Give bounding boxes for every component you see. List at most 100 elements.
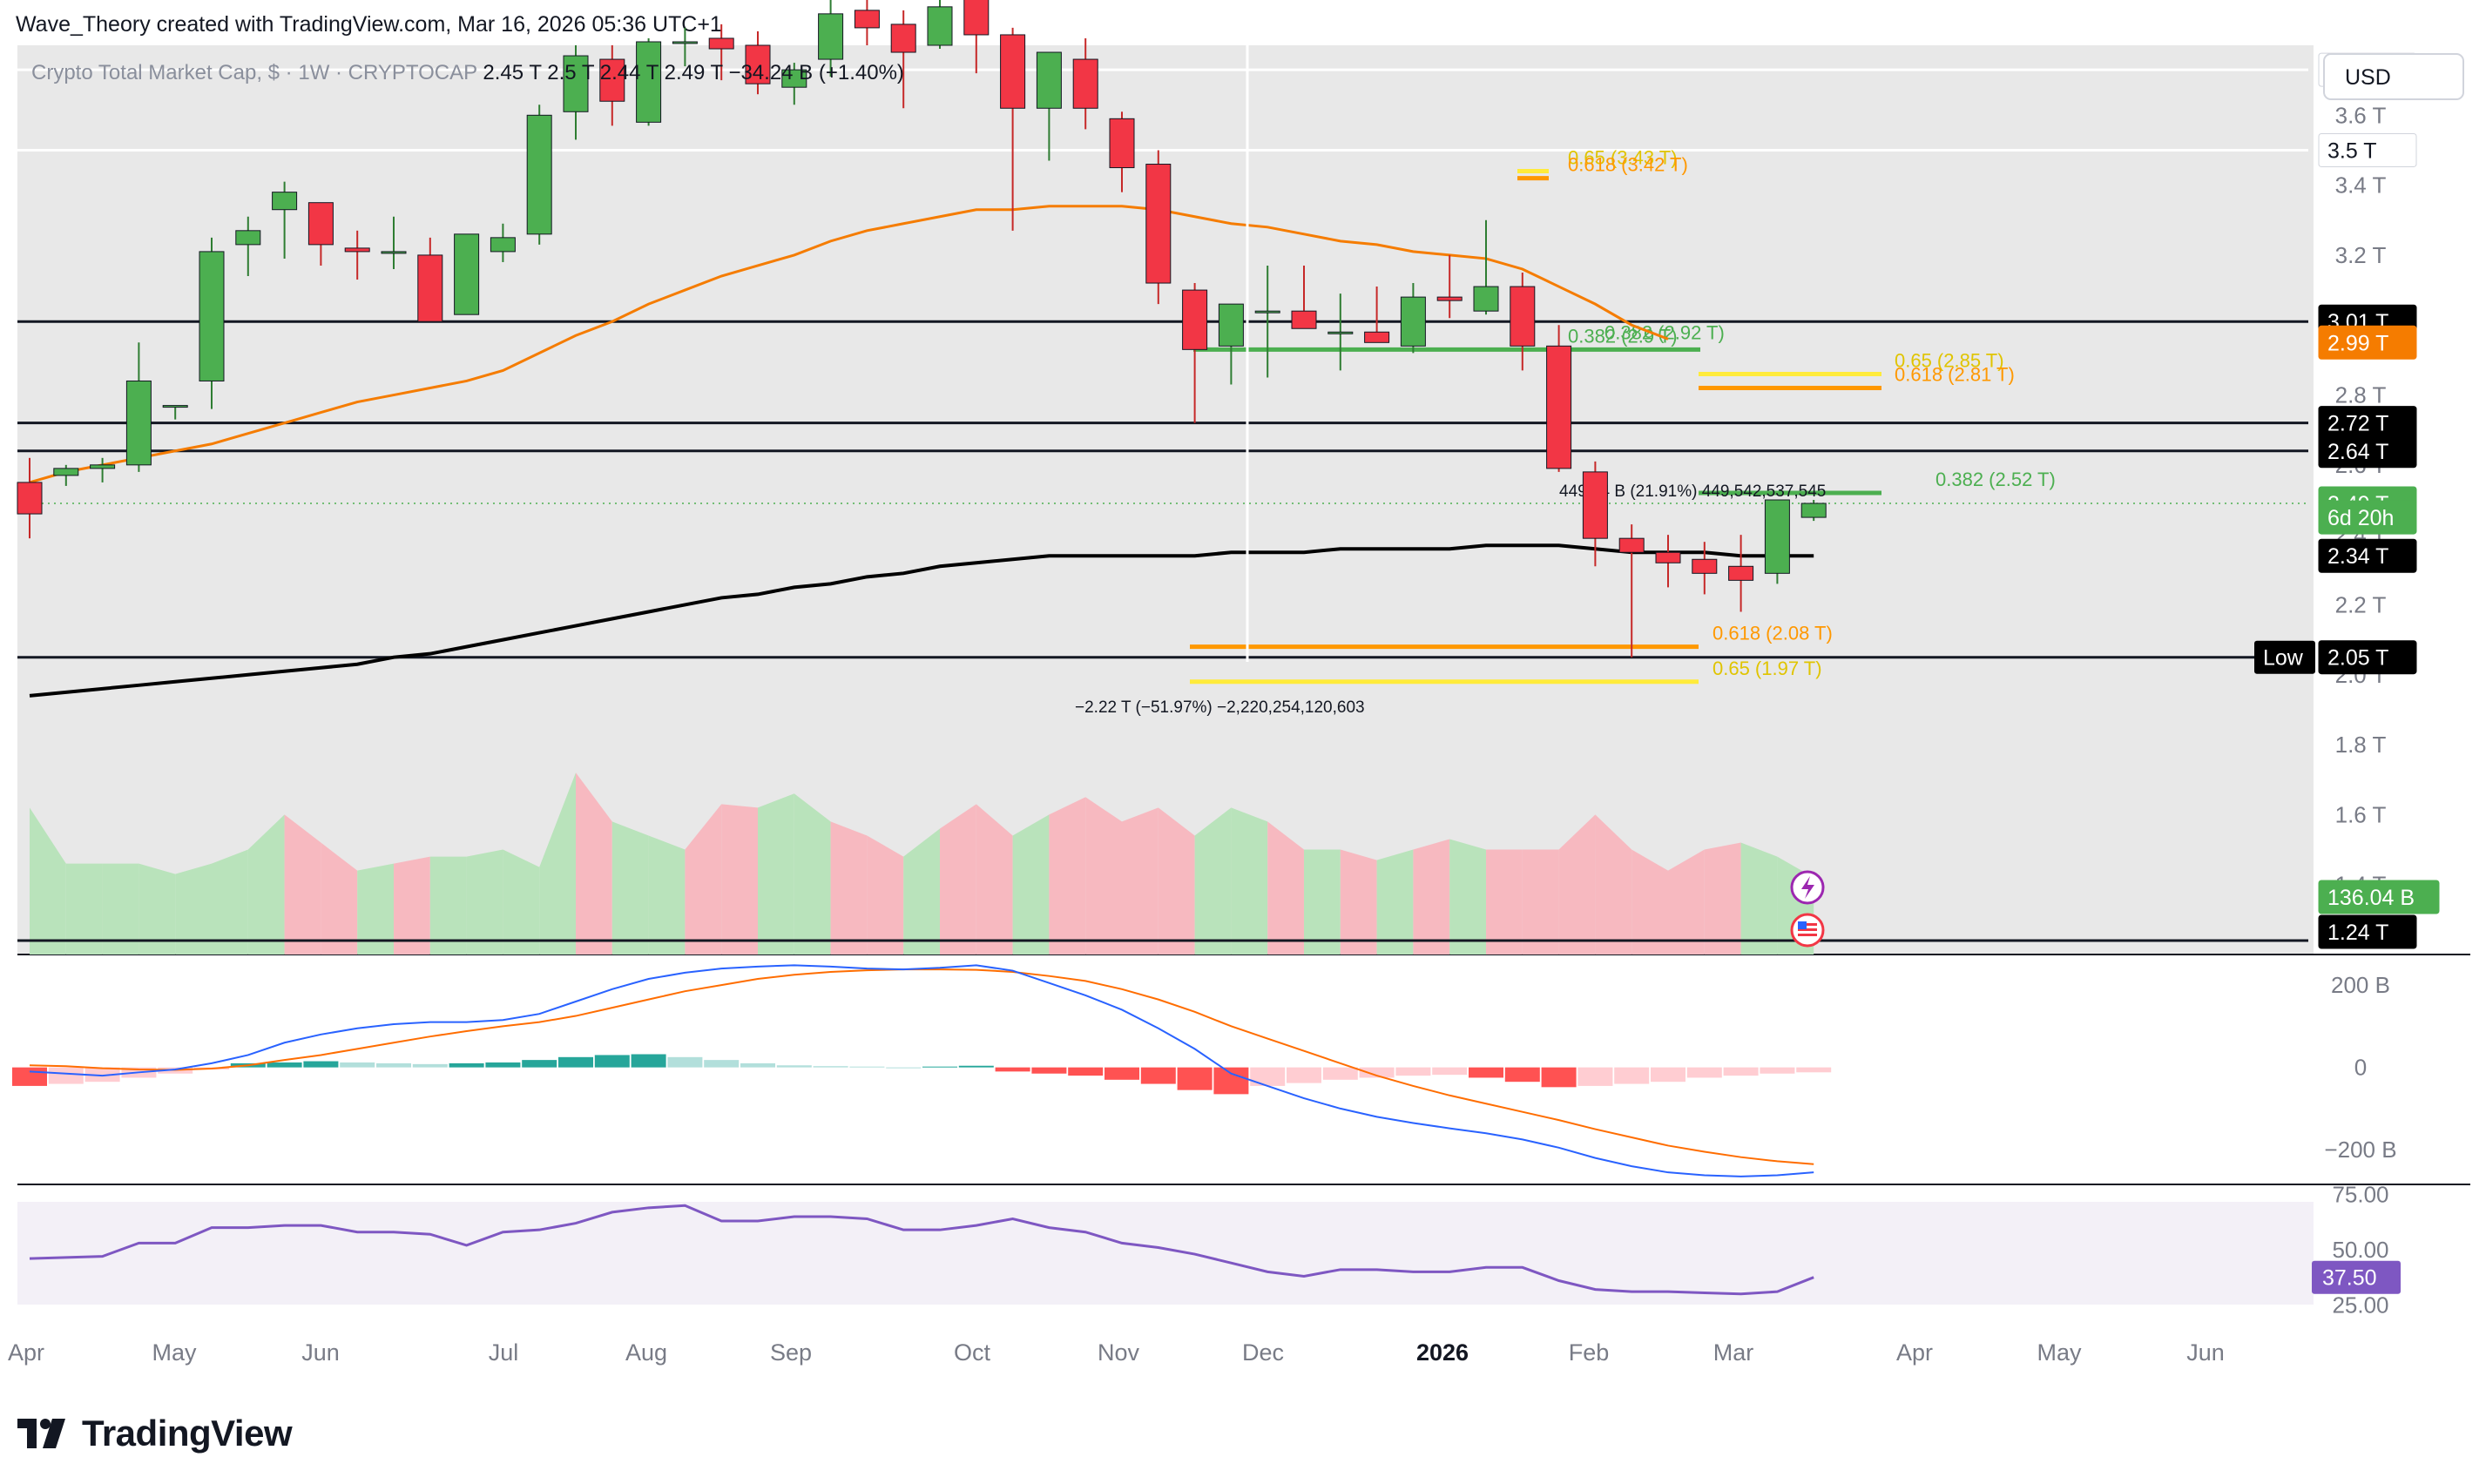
currency-label: USD [2345, 65, 2391, 90]
candle-body [1800, 503, 1827, 518]
macd-histogram-bar [849, 1066, 885, 1068]
price-axis-badge-text: 2.72 T [2327, 412, 2388, 436]
macd-histogram-bar [485, 1062, 521, 1068]
candle-body [490, 237, 516, 253]
ohlc-legend[interactable]: Crypto Total Market Cap, $ · 1W · CRYPTO… [31, 61, 904, 85]
price-tick-label: 2.8 T [2335, 382, 2387, 408]
macd-histogram-bar [631, 1054, 666, 1068]
candle-body [745, 44, 771, 84]
sma-line [29, 543, 1814, 698]
candle-body [1618, 537, 1645, 553]
candle-body [1145, 164, 1172, 284]
rsi-tick-label: 50.00 [2332, 1237, 2388, 1263]
macd-histogram-bar [84, 1067, 120, 1083]
macd-histogram-bar [1068, 1067, 1104, 1076]
rsi-tick-label: 75.00 [2332, 1182, 2388, 1208]
macd-histogram-bar [340, 1062, 375, 1068]
rsi-line [29, 1204, 1814, 1296]
macd-histogram-bar [1105, 1067, 1139, 1080]
us-flag-icon[interactable] [1790, 913, 1825, 948]
candle-body [1254, 310, 1280, 314]
price-tick-label: 1.6 T [2335, 801, 2387, 827]
currency-button[interactable]: USD [2323, 53, 2464, 100]
macd-histogram-bar [1469, 1067, 1503, 1078]
price-axis-badge [2318, 640, 2417, 675]
macd-histogram-bar [1287, 1067, 1321, 1083]
candle-body [1072, 58, 1098, 109]
candle-body [1473, 286, 1499, 312]
candle-body [1692, 558, 1718, 574]
price-axis-badge [2318, 132, 2417, 167]
volume-segment [1231, 807, 1268, 954]
ohlc-low: 2.44 T [599, 61, 659, 84]
candle-body [272, 192, 298, 211]
macd-histogram-bar [740, 1062, 775, 1068]
volume-segment [503, 849, 540, 954]
candle-body [1510, 286, 1536, 347]
fib-level-label: 0.65 (3.43 T) [1568, 147, 1678, 169]
candle-body [854, 10, 880, 29]
volume-segment [648, 835, 686, 954]
price-axis-badge [2318, 880, 2440, 914]
candle-body [1364, 331, 1390, 343]
candle-body [890, 24, 916, 53]
measure-up-label: 449.54 B (21.91%) 449,542,537,545 [1559, 482, 1826, 501]
lightning-icon[interactable] [1790, 870, 1825, 905]
macd-histogram-bar [922, 1066, 957, 1068]
time-axis-label: Mar [1713, 1339, 1754, 1366]
volume-segment [247, 814, 285, 954]
volume-segment [1267, 821, 1304, 954]
candle-body [162, 405, 188, 408]
macd-histogram-bar [1432, 1067, 1468, 1076]
macd-histogram-bar [412, 1063, 448, 1068]
macd-histogram-bar [522, 1060, 557, 1068]
candle-body [1218, 303, 1244, 347]
moving-averages-layer [29, 205, 1814, 698]
volume-segment [1558, 814, 1596, 954]
tradingview-brand: TradingView [82, 1413, 293, 1454]
price-tick-label: 2.2 T [2335, 591, 2387, 617]
macd-histogram-bar [1760, 1067, 1795, 1074]
macd-histogram-bar [1796, 1067, 1832, 1073]
candle-body [1000, 34, 1026, 109]
macd-histogram-bar [1177, 1067, 1213, 1090]
candle-body [1655, 551, 1681, 563]
candle-body [781, 69, 807, 88]
candle-body [417, 254, 443, 322]
macd-histogram-bar [1614, 1067, 1650, 1084]
macd-histogram-bar [558, 1056, 593, 1068]
volume-segment [138, 863, 176, 954]
volume-segment [867, 835, 904, 954]
price-axis-badge [2318, 538, 2417, 573]
price-axis-badge-text: 136.04 B [2327, 886, 2415, 910]
volume-segment [429, 856, 467, 954]
macd-histogram-bar [667, 1056, 703, 1068]
macd-histogram-bar [1322, 1067, 1358, 1080]
volume-segment [1413, 839, 1450, 954]
macd-histogram-bar [886, 1067, 922, 1069]
price-axis-badge [2318, 325, 2417, 360]
tradingview-logo[interactable]: TradingView [17, 1413, 293, 1454]
symbol-name: Crypto Total Market Cap, $ · 1W · CRYPTO… [31, 61, 477, 84]
price-axis-badge-text: 3.5 T [2327, 138, 2377, 163]
volume-segment [1158, 807, 1195, 954]
candle-body [454, 233, 480, 315]
macd-histogram-bar [1359, 1067, 1395, 1078]
rsi-layer [29, 1204, 1814, 1296]
price-axis-badge-text: 1.24 T [2327, 921, 2388, 945]
time-axis-label: Nov [1098, 1339, 1140, 1366]
tradingview-logo-icon [17, 1419, 65, 1448]
volume-segment [1122, 807, 1159, 954]
macd-histogram-bar [1213, 1067, 1249, 1095]
rsi-band [17, 1202, 2314, 1305]
time-axis-label: Dec [1242, 1339, 1284, 1366]
price-tick-label: 1.8 T [2335, 732, 2387, 758]
candle-body [17, 482, 43, 515]
volume-segment [357, 863, 394, 954]
volume-segment [321, 842, 358, 954]
candle-body [1036, 51, 1062, 109]
candle-body [563, 55, 589, 112]
price-tick-label: 3.6 T [2335, 102, 2387, 128]
